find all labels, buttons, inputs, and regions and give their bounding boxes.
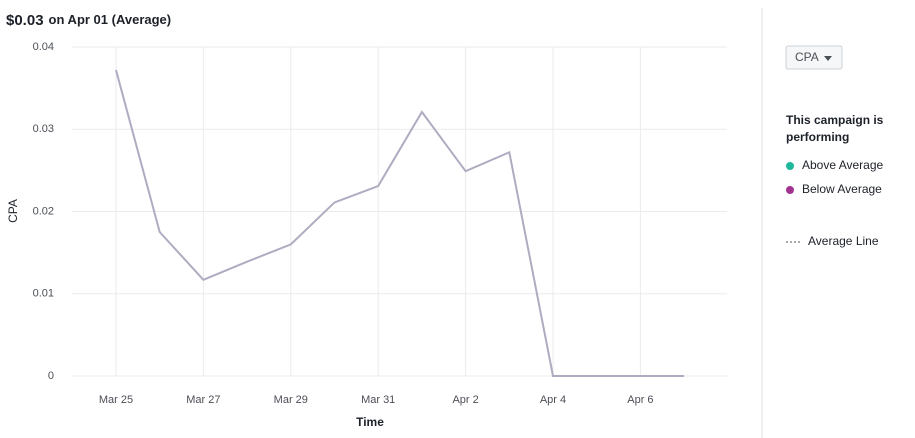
dropdown-caret[interactable] [824, 56, 832, 61]
x-tick-label: Mar 31 [361, 394, 395, 406]
y-tick-label: 0 [48, 370, 54, 382]
legend-dot [786, 186, 794, 194]
chart-title: $0.03 on Apr 01 (Average) [6, 12, 171, 29]
metric-dropdown[interactable]: CPA [785, 45, 843, 70]
y-axis-label: CPA [6, 199, 20, 223]
legend-dot [786, 162, 794, 170]
x-tick-label: Apr 4 [540, 394, 566, 406]
legend-label: Below Average [802, 182, 882, 196]
x-tick-label: Apr 6 [627, 394, 653, 406]
y-tick-label: 0.04 [33, 41, 54, 53]
y-tick-label: 0.03 [33, 123, 54, 135]
legend-label: Average Line [808, 234, 879, 248]
x-axis-label: Time [356, 415, 384, 429]
x-tick-label: Mar 25 [99, 394, 133, 406]
legend-label: Above Average [802, 158, 884, 172]
x-tick-label: Mar 27 [186, 394, 220, 406]
legend-heading: performing [786, 130, 849, 144]
title-rest: on Apr 01 (Average) [49, 12, 172, 27]
x-tick-label: Apr 2 [452, 394, 478, 406]
dropdown-label[interactable]: CPA [795, 50, 819, 64]
x-tick-label: Mar 29 [274, 394, 308, 406]
y-tick-label: 0.02 [33, 205, 54, 217]
y-tick-label: 0.01 [33, 288, 54, 300]
dropdown-box[interactable] [785, 45, 843, 70]
title-value: $0.03 [6, 12, 44, 29]
data-line [115, 69, 685, 377]
legend-heading: This campaign is [786, 113, 884, 127]
